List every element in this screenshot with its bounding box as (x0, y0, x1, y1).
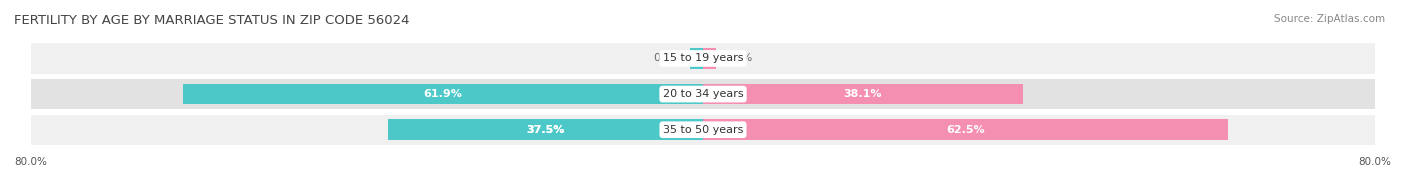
Text: 0.0%: 0.0% (724, 54, 752, 64)
Text: FERTILITY BY AGE BY MARRIAGE STATUS IN ZIP CODE 56024: FERTILITY BY AGE BY MARRIAGE STATUS IN Z… (14, 14, 409, 27)
Text: Source: ZipAtlas.com: Source: ZipAtlas.com (1274, 14, 1385, 24)
Text: 20 to 34 years: 20 to 34 years (662, 89, 744, 99)
Text: 61.9%: 61.9% (423, 89, 463, 99)
Text: 37.5%: 37.5% (526, 125, 565, 135)
Bar (690, 48, 703, 69)
Bar (703, 119, 1227, 140)
Text: 35 to 50 years: 35 to 50 years (662, 125, 744, 135)
Text: 0.0%: 0.0% (654, 54, 682, 64)
Bar (703, 84, 1024, 104)
Bar (388, 119, 703, 140)
Bar (31, 79, 1375, 109)
Bar (703, 48, 716, 69)
Bar (183, 84, 703, 104)
Text: 15 to 19 years: 15 to 19 years (662, 54, 744, 64)
Bar (31, 43, 1375, 74)
Text: 62.5%: 62.5% (946, 125, 984, 135)
Bar (31, 115, 1375, 145)
Text: 38.1%: 38.1% (844, 89, 883, 99)
Text: 37.5%: 37.5% (526, 125, 565, 135)
